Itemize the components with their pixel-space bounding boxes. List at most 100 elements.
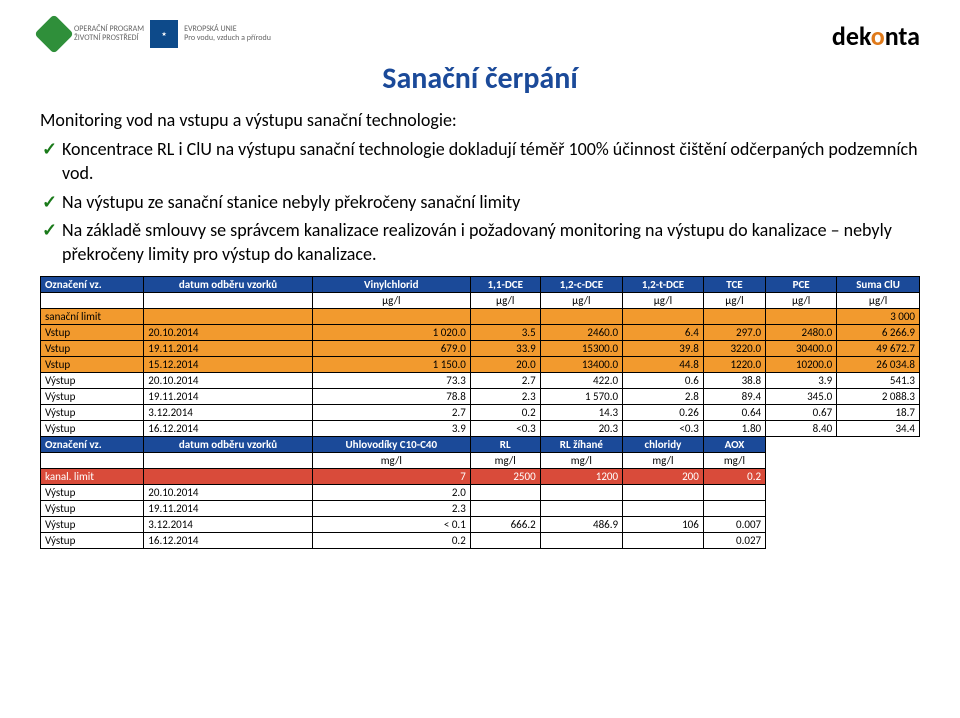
table-cell: 0.26 (623, 405, 704, 421)
table-cell: 2.3 (312, 501, 470, 517)
t2-lv2: 7 (312, 469, 470, 485)
table-cell: 2.7 (470, 373, 540, 389)
table2-unit-row: mg/l mg/l mg/l mg/l mg/l (41, 453, 920, 469)
t2-u4: mg/l (540, 453, 622, 469)
table-cell: 1 150.0 (312, 357, 470, 373)
table-cell: 486.9 (540, 517, 622, 533)
table-cell: Vstup (41, 357, 144, 373)
table-cell: 39.8 (623, 341, 704, 357)
table-cell: 16.12.2014 (144, 421, 312, 437)
t2-u1 (144, 453, 312, 469)
table-cell: 8.40 (766, 421, 837, 437)
table-cell: Výstup (41, 389, 144, 405)
brand-part-b: o (871, 20, 885, 52)
logo-right: dekonta (832, 20, 920, 52)
t2-h3: RL (470, 437, 540, 453)
table-cell: 3220.0 (703, 341, 765, 357)
table-row: Výstup20.10.201473.32.7422.00.638.83.954… (41, 373, 920, 389)
table-cell: 2460.0 (540, 325, 622, 341)
table-cell: 2480.0 (766, 325, 837, 341)
table-cell: 0.027 (703, 533, 765, 549)
t1-h2: Vinylchlorid (312, 277, 470, 293)
table-cell: 3.12.2014 (144, 517, 312, 533)
table-cell: 3.12.2014 (144, 405, 312, 421)
table-cell: Vstup (41, 341, 144, 357)
table-cell: 49 672.7 (837, 341, 920, 357)
table-cell: Výstup (41, 373, 144, 389)
t2-h2: Uhlovodíky C10-C40 (312, 437, 470, 453)
t1-u3: µg/l (470, 293, 540, 309)
table-cell: 0.67 (766, 405, 837, 421)
t2-lv5: 200 (623, 469, 704, 485)
table-cell: 3.9 (766, 373, 837, 389)
t2-h1: datum odběru vzorků (144, 437, 312, 453)
table-cell (623, 533, 704, 549)
bullet-item: Na základě smlouvy se správcem kanalizac… (62, 218, 920, 267)
eu-flag-icon: ★ (150, 20, 178, 48)
table-row: Výstup16.12.20140.20.027 (41, 533, 920, 549)
eu-line2: Pro vodu, vzduch a přírodu (184, 34, 271, 43)
table-cell: 0.2 (312, 533, 470, 549)
table-cell: 33.9 (470, 341, 540, 357)
t2-lv3: 2500 (470, 469, 540, 485)
table-row: Výstup19.11.201478.82.31 570.02.889.4345… (41, 389, 920, 405)
t1-u5: µg/l (623, 293, 704, 309)
table-cell: Výstup (41, 501, 144, 517)
table-row: Výstup19.11.20142.3 (41, 501, 920, 517)
table-cell: 20.10.2014 (144, 325, 312, 341)
table-cell (470, 533, 540, 549)
table-cell: 0.64 (703, 405, 765, 421)
table-cell: 15.12.2014 (144, 357, 312, 373)
t1-u6: µg/l (703, 293, 765, 309)
table-cell: Výstup (41, 421, 144, 437)
header: OPERAČNÍ PROGRAM ŽIVOTNÍ PROSTŘEDÍ ★ EVR… (40, 20, 920, 52)
table-cell: 19.11.2014 (144, 501, 312, 517)
t1-h4: 1,2-c-DCE (540, 277, 622, 293)
bullet-item: Koncentrace RL i ClU na výstupu sanační … (62, 137, 920, 186)
table-cell: 3.5 (470, 325, 540, 341)
table-row: Výstup20.10.20142.0 (41, 485, 920, 501)
table-cell: 78.8 (312, 389, 470, 405)
t2-h6: AOX (703, 437, 765, 453)
table-cell: 20.10.2014 (144, 485, 312, 501)
t2-limit-label: kanal. limit (41, 469, 144, 485)
table-cell: 666.2 (470, 517, 540, 533)
bullet-item: Na výstupu ze sanační stanice nebyly pře… (62, 190, 920, 214)
table-cell: 106 (623, 517, 704, 533)
table-cell: 541.3 (837, 373, 920, 389)
t1-u0 (41, 293, 144, 309)
table-cell: 6.4 (623, 325, 704, 341)
page-title: Sanační čerpání (40, 60, 920, 97)
t1-h3: 1,1-DCE (470, 277, 540, 293)
table2-limit-row: kanal. limit 7 2500 1200 200 0.2 (41, 469, 920, 485)
t1-h1: datum odběru vzorků (144, 277, 312, 293)
table-cell: 13400.0 (540, 357, 622, 373)
brand-part-a: dek (832, 20, 871, 52)
t1-u4: µg/l (540, 293, 622, 309)
op-line2: ŽIVOTNÍ PROSTŘEDÍ (74, 34, 144, 43)
slide-page: OPERAČNÍ PROGRAM ŽIVOTNÍ PROSTŘEDÍ ★ EVR… (0, 0, 960, 718)
table-cell (623, 501, 704, 517)
table-cell: 14.3 (540, 405, 622, 421)
t2-lv6: 0.2 (703, 469, 765, 485)
table-cell: Vstup (41, 325, 144, 341)
table-cell: 15300.0 (540, 341, 622, 357)
table-cell: 3.9 (312, 421, 470, 437)
t2-h4: RL žíhané (540, 437, 622, 453)
t2-u3: mg/l (470, 453, 540, 469)
t2-h0: Označení vz. (41, 437, 144, 453)
table1-header-row: Označení vz. datum odběru vzorků Vinylch… (41, 277, 920, 293)
t2-lv4: 1200 (540, 469, 622, 485)
table-cell: 0.6 (623, 373, 704, 389)
table-cell: Výstup (41, 533, 144, 549)
table-cell: 297.0 (703, 325, 765, 341)
table-cell: 20.10.2014 (144, 373, 312, 389)
table-cell (623, 485, 704, 501)
table-cell: 19.11.2014 (144, 341, 312, 357)
table1-unit-row: µg/l µg/l µg/l µg/l µg/l µg/l µg/l (41, 293, 920, 309)
table-cell: 44.8 (623, 357, 704, 373)
data-table: Označení vz. datum odběru vzorků Vinylch… (40, 276, 920, 549)
table-row: Výstup3.12.20142.70.214.30.260.640.6718.… (41, 405, 920, 421)
table-cell: 89.4 (703, 389, 765, 405)
table-row: Vstup20.10.20141 020.03.52460.06.4297.02… (41, 325, 920, 341)
